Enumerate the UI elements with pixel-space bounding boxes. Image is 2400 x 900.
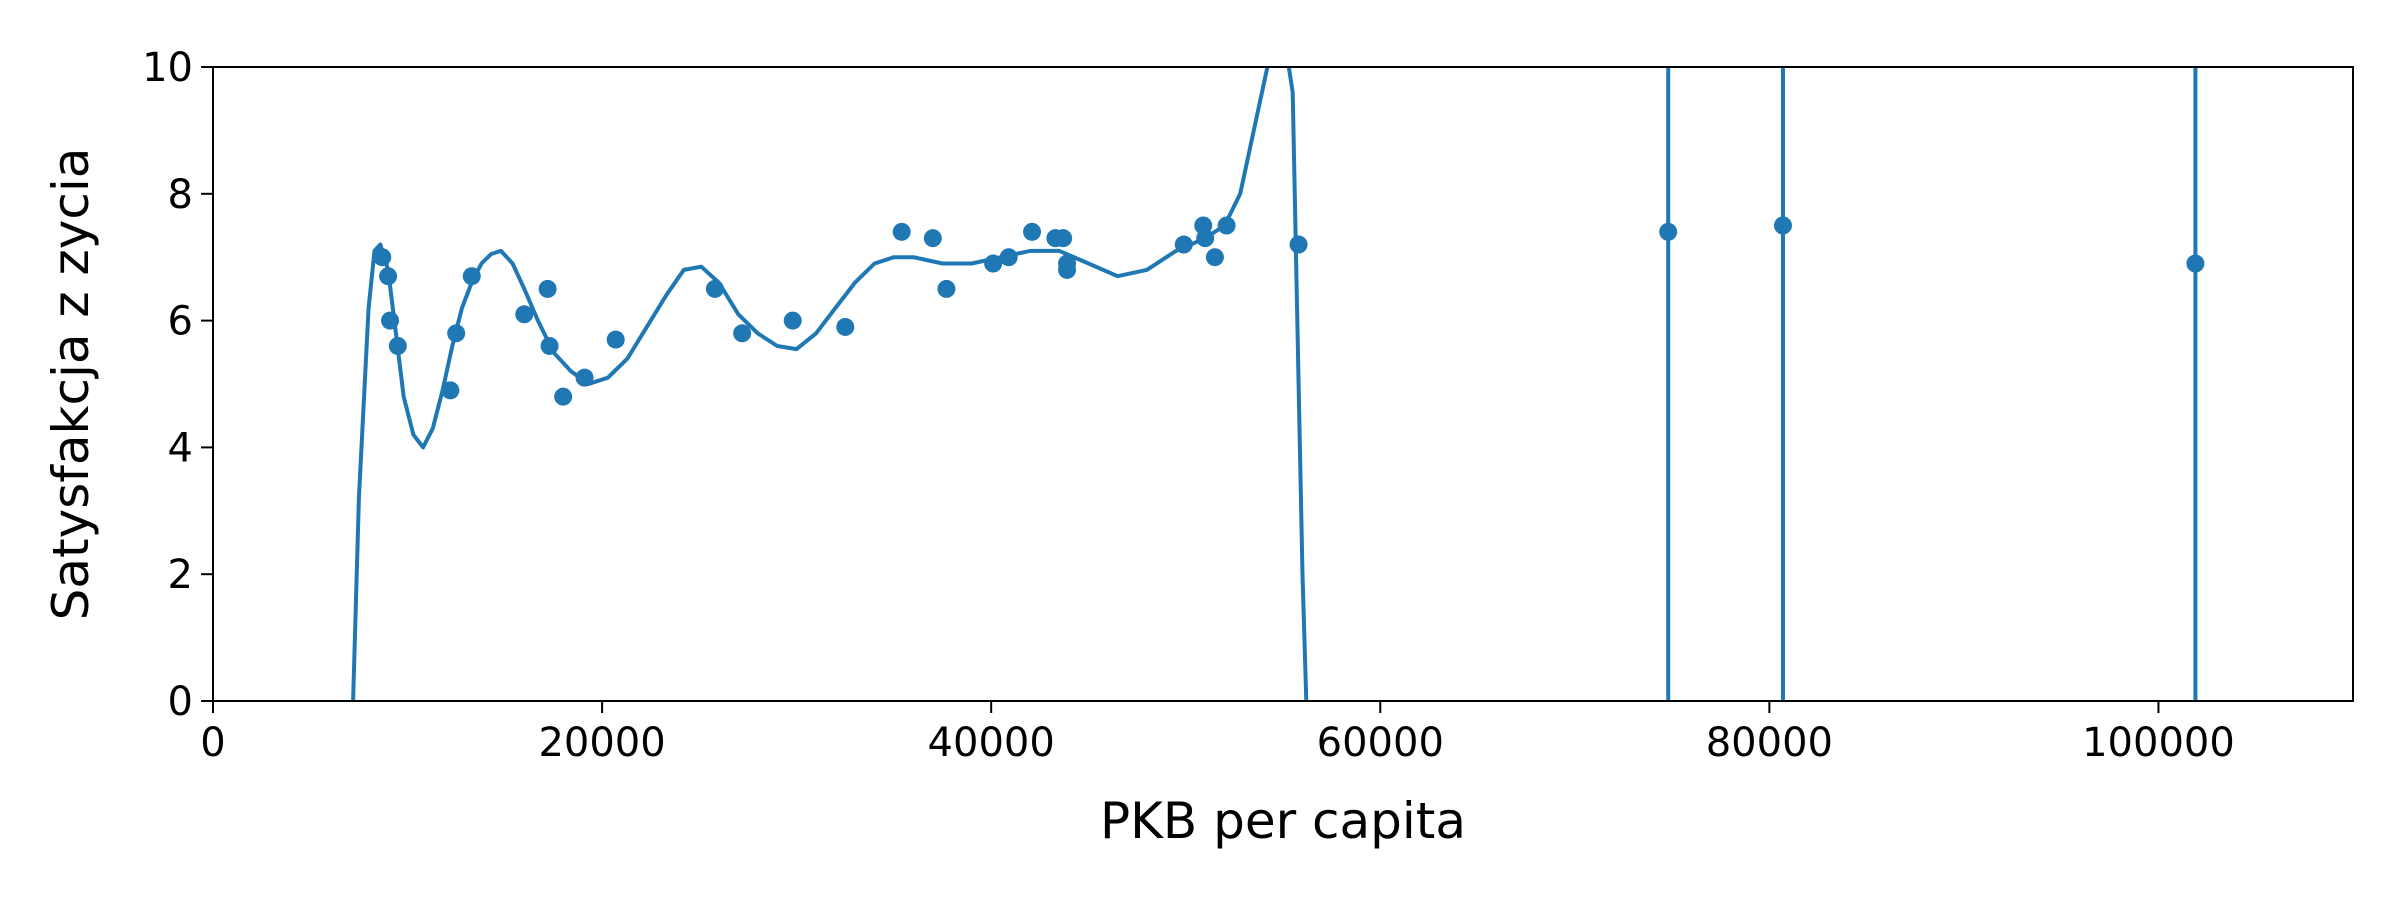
- data-point-5: [447, 324, 466, 343]
- data-point-15: [783, 311, 802, 330]
- x-tick-label-2: 40000: [928, 720, 1055, 766]
- x-tick-label-3: 60000: [1317, 720, 1444, 766]
- data-point-14: [733, 324, 752, 343]
- data-point-17: [892, 222, 911, 241]
- x-axis-label: PKB per capita: [1100, 792, 1466, 850]
- data-point-22: [1023, 222, 1042, 241]
- data-point-1: [379, 267, 398, 286]
- y-tick-label-3: 6: [168, 299, 193, 345]
- data-point-35: [2186, 254, 2205, 273]
- data-point-11: [575, 368, 594, 387]
- data-point-10: [554, 387, 573, 406]
- data-point-24: [1054, 229, 1073, 248]
- data-point-12: [606, 330, 625, 349]
- data-point-18: [923, 229, 942, 248]
- data-point-26: [1058, 260, 1077, 279]
- data-point-21: [999, 248, 1018, 267]
- x-tick-label-5: 100000: [2082, 720, 2235, 766]
- y-tick-label-1: 2: [168, 552, 193, 598]
- data-point-19: [937, 279, 956, 298]
- data-point-16: [836, 317, 855, 336]
- data-point-8: [538, 279, 557, 298]
- y-tick-label-2: 4: [168, 425, 193, 471]
- y-tick-label-4: 8: [168, 172, 193, 218]
- data-point-32: [1289, 235, 1308, 254]
- y-tick-label-0: 0: [168, 679, 193, 725]
- data-point-7: [515, 305, 534, 324]
- data-point-33: [1659, 222, 1678, 241]
- y-axis: 0 2 4 6 8 10: [142, 45, 213, 725]
- data-point-2: [381, 311, 400, 330]
- data-point-31: [1217, 216, 1236, 235]
- data-point-4: [441, 381, 460, 400]
- plot-frame: [212, 66, 2354, 702]
- y-axis-label: Satysfakcja z zycia: [42, 148, 100, 621]
- data-point-30: [1205, 248, 1224, 267]
- data-point-3: [388, 336, 407, 355]
- data-point-34: [1773, 216, 1792, 235]
- plot-background: [213, 67, 2353, 701]
- data-point-13: [705, 279, 724, 298]
- data-point-6: [462, 267, 481, 286]
- data-point-27: [1174, 235, 1193, 254]
- plot-area: [351, 67, 2205, 701]
- data-point-20: [984, 254, 1003, 273]
- data-point-29: [1196, 229, 1215, 248]
- data-point-0: [373, 248, 392, 267]
- x-tick-label-0: 0: [200, 720, 225, 766]
- data-point-9: [540, 336, 559, 355]
- y-tick-label-5: 10: [142, 45, 193, 91]
- x-axis: 0 20000 40000 60000 80000 100000: [200, 701, 2235, 766]
- x-tick-label-1: 20000: [538, 720, 665, 766]
- x-tick-label-4: 80000: [1706, 720, 1833, 766]
